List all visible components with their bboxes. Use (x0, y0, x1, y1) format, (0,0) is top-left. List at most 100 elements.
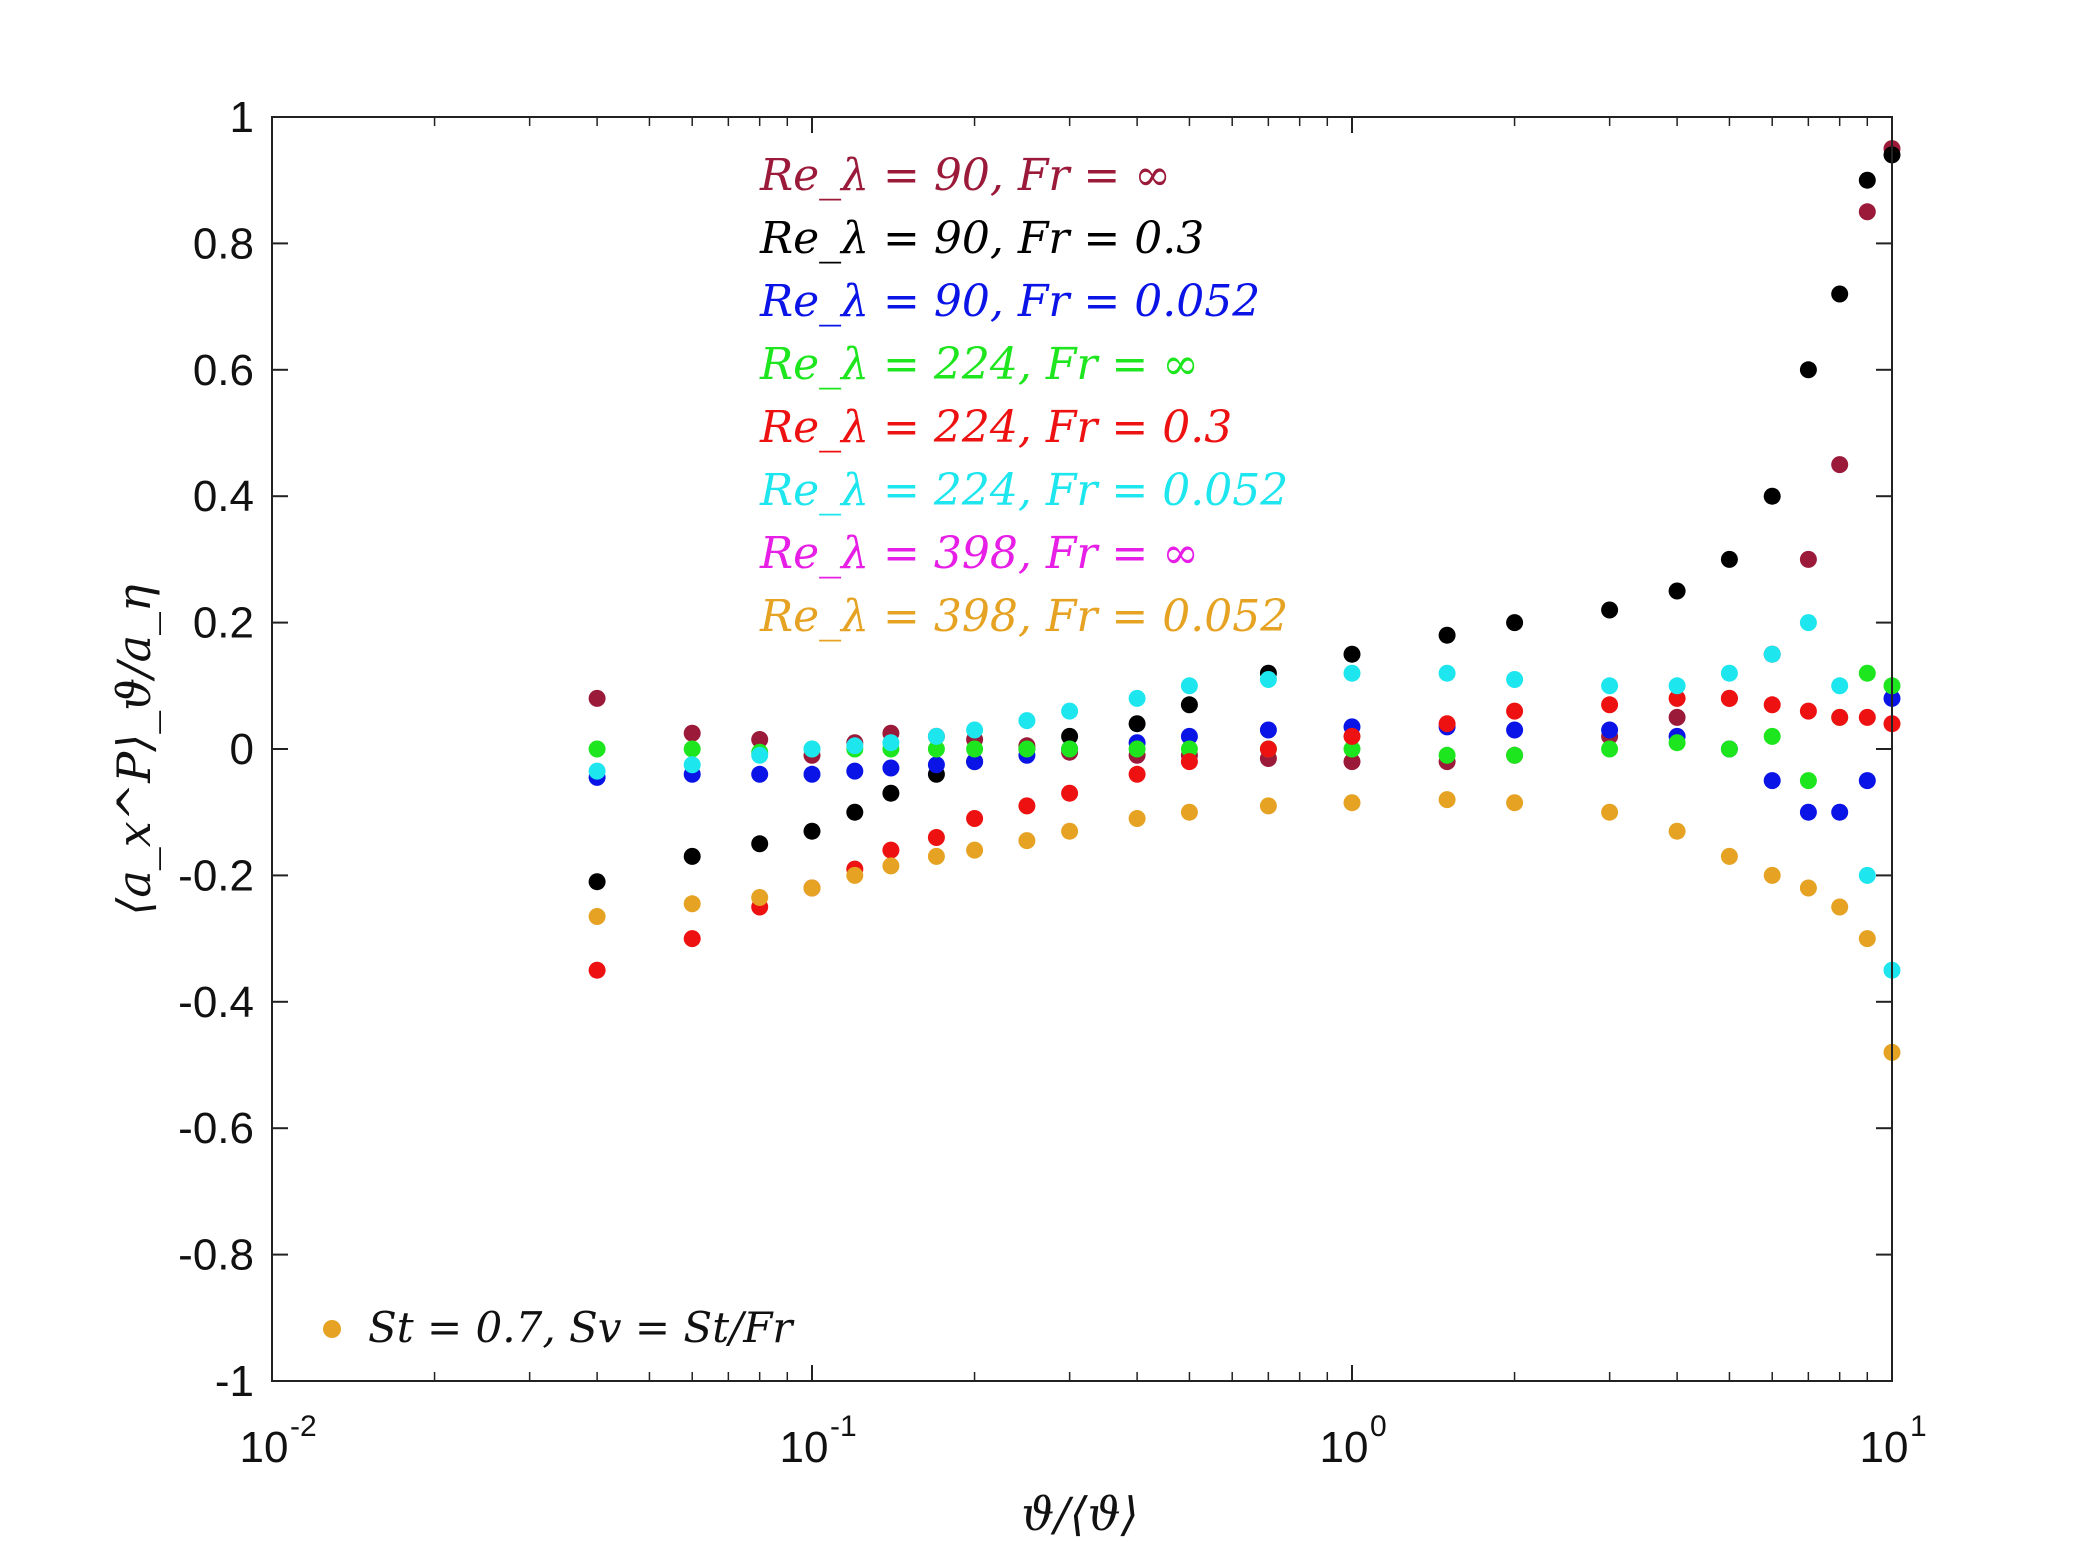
data-point (803, 740, 821, 758)
x-tick-base: 10 (240, 1423, 289, 1472)
data-point (846, 803, 864, 821)
data-point (1180, 803, 1198, 821)
data-point (1601, 601, 1619, 619)
data-point (1259, 740, 1277, 758)
data-point (1259, 671, 1277, 688)
data-point (588, 908, 606, 925)
series-points (588, 689, 1901, 979)
y-tick-label: -0.2 (178, 851, 254, 900)
data-point (1763, 645, 1781, 663)
data-point (588, 873, 606, 891)
data-point (882, 759, 900, 777)
data-point (1259, 797, 1277, 815)
data-point (1799, 772, 1817, 790)
x-axis-label: ϑ/⟨ϑ⟩ (1021, 1487, 1138, 1541)
data-point (966, 810, 984, 827)
data-point (1799, 550, 1817, 568)
data-point (1128, 689, 1146, 707)
data-point (1799, 803, 1817, 821)
data-point (1018, 832, 1036, 850)
data-point (1668, 708, 1686, 726)
x-tick-base: 10 (1860, 1423, 1909, 1472)
data-point (927, 847, 945, 865)
data-point (683, 740, 701, 758)
data-point (1018, 797, 1036, 815)
data-point (1180, 696, 1198, 714)
series-points (588, 689, 1901, 821)
data-point (1128, 715, 1146, 733)
data-point (966, 721, 984, 739)
data-point (1180, 753, 1198, 771)
data-point (751, 889, 769, 906)
data-point (1506, 721, 1524, 739)
data-point (1763, 866, 1781, 884)
y-tick-label: -1 (215, 1357, 254, 1406)
x-tick-exponent: 1 (1910, 1410, 1927, 1443)
data-point (1061, 784, 1079, 802)
data-point (1438, 664, 1456, 682)
data-point (1720, 689, 1738, 707)
data-point (1858, 664, 1876, 682)
data-point (1799, 361, 1817, 379)
data-point (1343, 740, 1361, 758)
data-point (1438, 626, 1456, 644)
data-point (1858, 203, 1876, 221)
legend-entry: Re_λ = 224, Fr = 0.052 (759, 465, 1288, 516)
data-point (1831, 456, 1849, 474)
x-tick-exponent: -2 (290, 1410, 317, 1443)
data-point (882, 734, 900, 752)
data-point (1128, 740, 1146, 758)
data-point (1858, 930, 1876, 948)
data-point (683, 847, 701, 865)
data-point (1061, 822, 1079, 840)
data-point (927, 740, 945, 758)
data-point (1720, 740, 1738, 758)
data-point (1831, 708, 1849, 726)
data-point (927, 756, 945, 774)
y-axis-label: ⟨a_x^P⟩_ϑ/a_η (107, 584, 161, 916)
data-point (1343, 664, 1361, 682)
data-point (1343, 753, 1361, 771)
y-tick-label: 0 (230, 725, 254, 774)
y-tick-label: -0.6 (178, 1104, 254, 1153)
data-point (1668, 822, 1686, 840)
data-point (1831, 677, 1849, 695)
data-point (1438, 791, 1456, 809)
data-point (927, 727, 945, 745)
data-point (1506, 794, 1524, 812)
x-tick-label: 10 -1 (780, 1410, 857, 1472)
data-point (1858, 171, 1876, 189)
legend-entry: Re_λ = 90, Fr = 0.052 (759, 276, 1260, 327)
data-point (1763, 727, 1781, 745)
data-point (927, 829, 945, 846)
y-tick-label: 0.4 (193, 472, 254, 521)
data-point (803, 879, 821, 897)
data-point (966, 740, 984, 758)
data-point (1601, 740, 1619, 758)
data-point (1601, 803, 1619, 821)
x-tick-base: 10 (780, 1423, 829, 1472)
data-point (1763, 696, 1781, 714)
data-point (683, 724, 701, 742)
data-point (751, 746, 769, 764)
data-point (1506, 614, 1524, 632)
data-point (1858, 866, 1876, 884)
data-point (751, 835, 769, 853)
data-point (966, 841, 984, 859)
data-point (683, 756, 701, 774)
data-point (1438, 746, 1456, 764)
y-tick-label: -0.4 (178, 978, 254, 1027)
data-point (1831, 898, 1849, 916)
data-point (1506, 746, 1524, 764)
x-tick-exponent: -1 (830, 1410, 857, 1443)
legend-entry: Re_λ = 90, Fr = ∞ (759, 150, 1171, 201)
data-point (1061, 702, 1079, 720)
data-point (1061, 740, 1079, 758)
data-point (1128, 810, 1146, 827)
axis-ticks (271, 116, 1893, 1382)
data-point (1180, 740, 1198, 758)
data-point (882, 841, 900, 859)
data-point (1668, 689, 1686, 707)
data-point (588, 961, 606, 979)
